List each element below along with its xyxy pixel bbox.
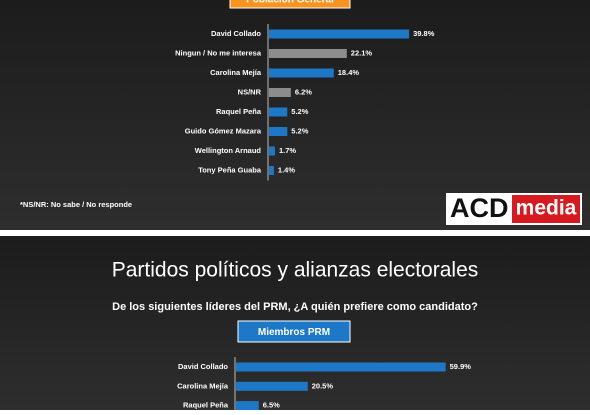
group-label-box [229,0,351,9]
category-label: Carolina Mejía [177,381,229,390]
chart-subtitle: De los siguientes líderes del PRM, ¿A qu… [112,301,478,313]
group-label: Miembros PRM [258,327,330,338]
bar [269,107,288,117]
bar [269,127,288,136]
bar [269,49,347,58]
value-label: 18.4% [338,68,360,77]
bar [269,88,291,97]
value-label: 6.5% [263,401,280,410]
bar [236,401,259,411]
value-label: 1.4% [278,165,295,174]
logo-brand: ACD [450,193,509,223]
bar [269,146,275,156]
logo-box [512,195,580,223]
value-label: 5.2% [291,126,308,135]
value-label: 5.2% [291,107,308,116]
value-label: 39.8% [413,29,435,38]
value-label: 59.9% [450,362,472,371]
category-label: David Collado [211,29,261,38]
logo-suffix: media [516,197,577,220]
bar [269,29,410,39]
category-label: Ningun / No me interesa [175,48,262,57]
value-label: 20.5% [312,381,334,390]
value-label: 1.7% [279,146,296,155]
logo: ACD media [446,193,582,225]
bar [269,68,334,78]
footnote: *NS/NR: No sabe / No responde [20,200,132,209]
value-label: 6.2% [295,87,312,96]
category-label: Raquel Peña [216,107,262,116]
category-label: David Collado [178,362,228,371]
bar [269,166,274,175]
category-label: Tony Peña Guaba [198,165,262,174]
bar [236,362,446,372]
bar [236,381,308,391]
category-label: Carolina Mejía [210,68,262,77]
group-label-box [237,320,351,343]
category-label: Guido Gómez Mazara [185,126,262,135]
category-label: Raquel Peña [183,401,229,410]
chart-title: Partidos políticos y alianzas electorale… [112,259,479,282]
category-label: Wellington Arnaud [195,146,262,155]
value-label: 22.1% [351,48,373,57]
category-label: NS/NR [238,87,262,96]
group-label: Población General [246,0,334,6]
